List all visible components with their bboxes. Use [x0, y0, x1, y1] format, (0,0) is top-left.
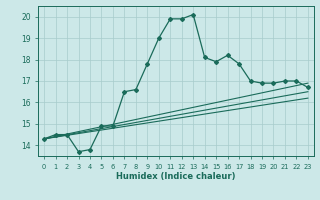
X-axis label: Humidex (Indice chaleur): Humidex (Indice chaleur): [116, 172, 236, 181]
